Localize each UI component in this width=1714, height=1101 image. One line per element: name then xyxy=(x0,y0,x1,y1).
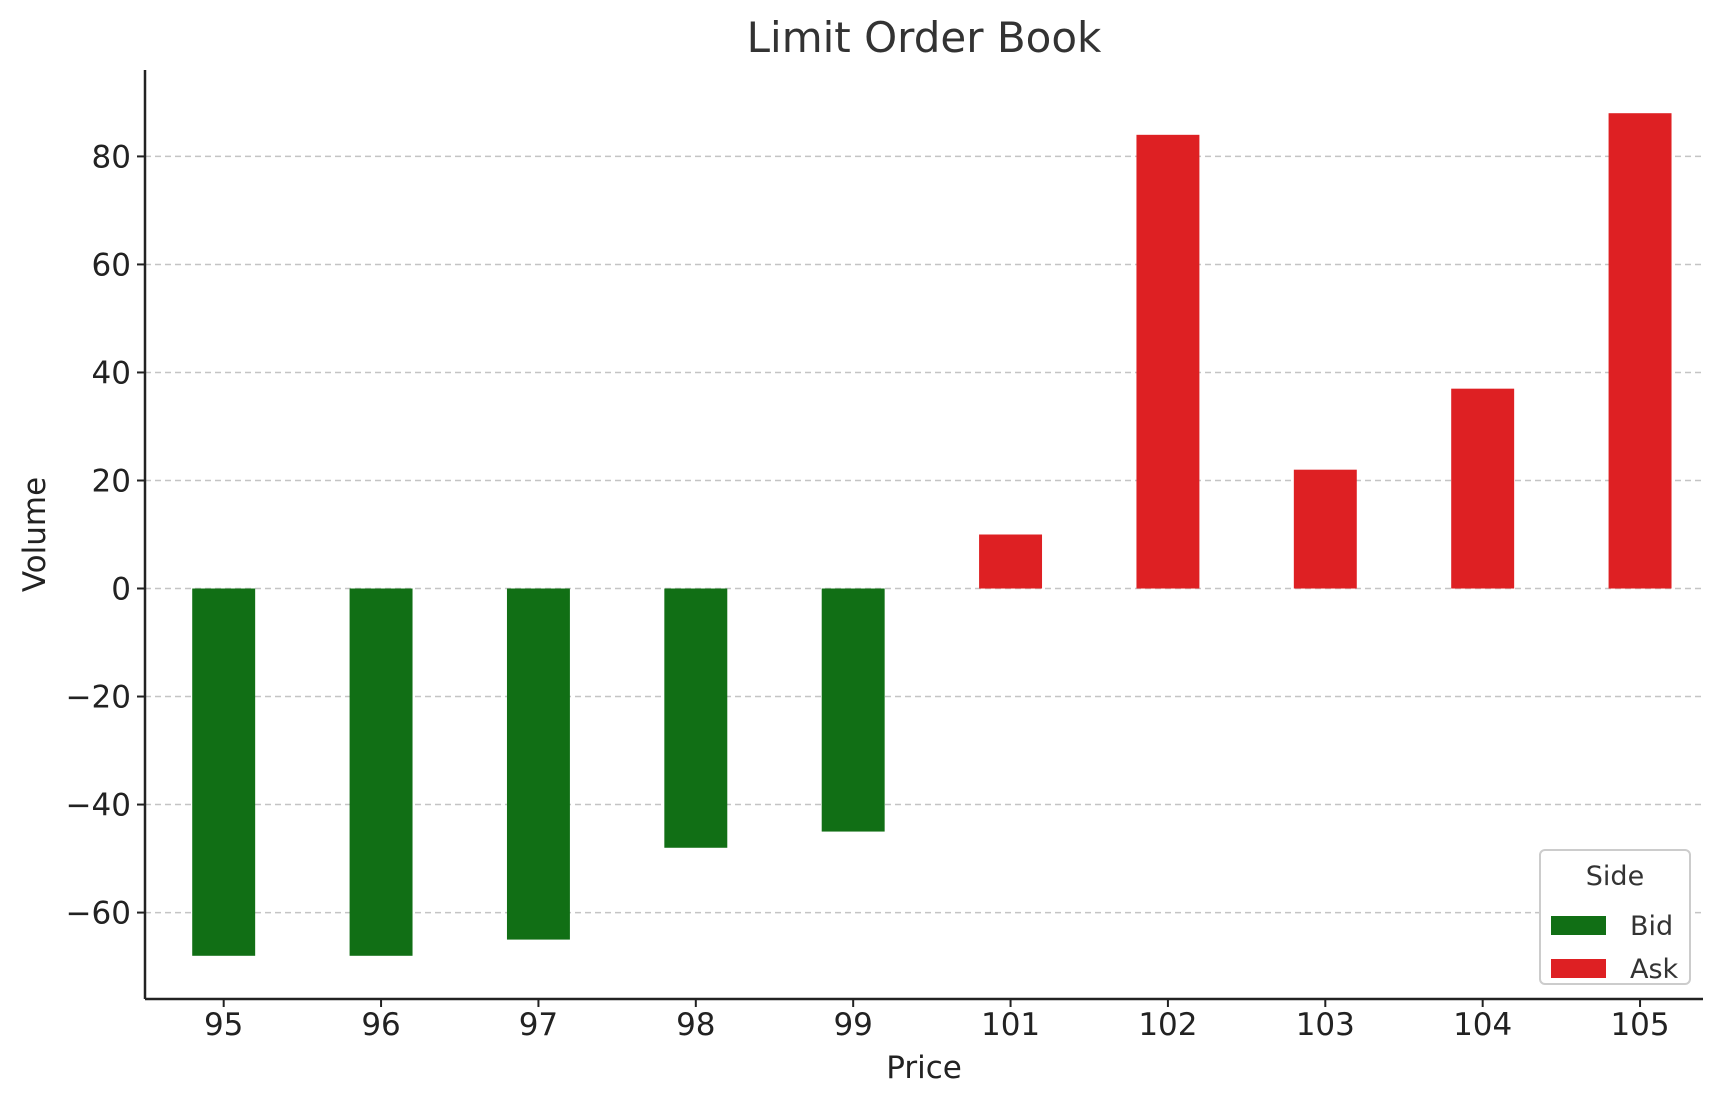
legend-entries: Bid Ask xyxy=(1551,911,1679,985)
y-tick-label: −40 xyxy=(66,788,131,824)
x-tick-label: 97 xyxy=(519,1007,558,1043)
x-tick-label: 105 xyxy=(1610,1007,1669,1043)
y-tick-label: −20 xyxy=(66,680,131,716)
y-axis-label: Volume xyxy=(17,477,53,592)
x-tick-label: 96 xyxy=(361,1007,400,1043)
bid-bar xyxy=(664,588,728,848)
ask-bar xyxy=(979,534,1043,589)
ask-bar xyxy=(1293,469,1357,589)
x-axis-label: Price xyxy=(886,1050,962,1086)
y-tick-label: −60 xyxy=(66,896,131,932)
x-tick-label: 103 xyxy=(1296,1007,1355,1043)
legend-swatch-bid xyxy=(1551,916,1606,935)
ask-bar xyxy=(1136,134,1200,589)
ask-bar xyxy=(1451,388,1515,589)
y-tick-label: 20 xyxy=(92,463,131,499)
x-tick-label: 99 xyxy=(833,1007,872,1043)
legend: Side Bid Ask xyxy=(1539,849,1691,985)
legend-box xyxy=(1539,849,1691,985)
x-tick-label: 104 xyxy=(1453,1007,1512,1043)
ask-bar xyxy=(1608,113,1672,589)
x-tick-label: 101 xyxy=(981,1007,1040,1043)
bid-bar xyxy=(506,588,570,940)
legend-title: Side xyxy=(1586,861,1644,892)
bid-bar xyxy=(192,588,256,956)
legend-swatch-ask xyxy=(1551,959,1606,978)
bid-bar xyxy=(821,588,885,832)
x-ticks: 95 96 97 98 99 101 102 103 104 105 xyxy=(204,999,1670,1043)
bid-bar xyxy=(349,588,413,956)
y-tick-label: 0 xyxy=(111,572,131,608)
y-tick-label: 60 xyxy=(92,247,131,283)
chart-title: Limit Order Book xyxy=(747,13,1102,62)
x-tick-label: 98 xyxy=(676,1007,715,1043)
y-ticks: −60 −40 −20 0 20 40 60 80 xyxy=(66,139,145,932)
x-tick-label: 102 xyxy=(1138,1007,1197,1043)
axes xyxy=(143,70,1703,1001)
x-tick-label: 95 xyxy=(204,1007,243,1043)
legend-label-bid: Bid xyxy=(1630,911,1673,942)
y-tick-label: 40 xyxy=(92,355,131,391)
bars xyxy=(192,113,1672,956)
y-tick-label: 80 xyxy=(92,139,131,175)
legend-label-ask: Ask xyxy=(1630,954,1679,985)
